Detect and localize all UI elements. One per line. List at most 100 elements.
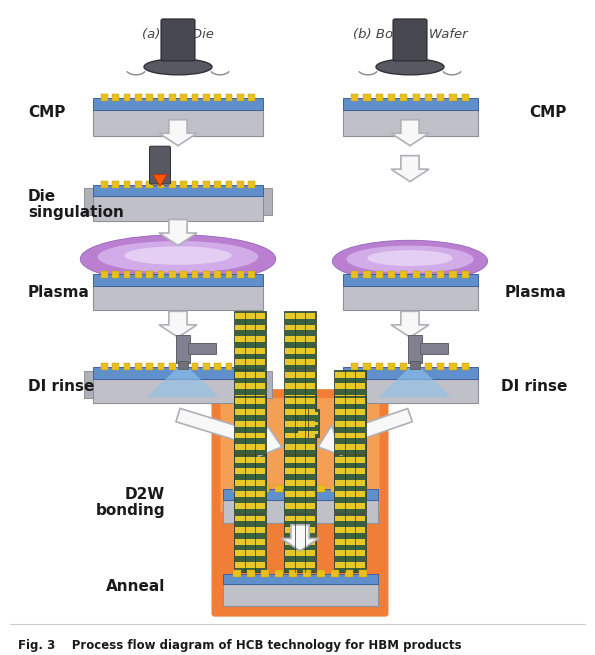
FancyBboxPatch shape	[233, 571, 240, 576]
FancyBboxPatch shape	[223, 489, 377, 500]
FancyBboxPatch shape	[235, 550, 265, 556]
Polygon shape	[391, 120, 429, 145]
FancyBboxPatch shape	[400, 94, 408, 101]
FancyBboxPatch shape	[235, 442, 265, 448]
FancyBboxPatch shape	[249, 181, 255, 188]
FancyBboxPatch shape	[449, 271, 456, 278]
FancyBboxPatch shape	[284, 396, 316, 454]
FancyBboxPatch shape	[226, 181, 232, 188]
FancyBboxPatch shape	[261, 485, 269, 492]
FancyBboxPatch shape	[285, 348, 315, 354]
FancyBboxPatch shape	[235, 421, 265, 427]
FancyBboxPatch shape	[285, 468, 315, 474]
FancyBboxPatch shape	[192, 364, 198, 370]
Polygon shape	[153, 175, 167, 187]
FancyBboxPatch shape	[285, 477, 315, 483]
FancyBboxPatch shape	[335, 398, 365, 403]
FancyBboxPatch shape	[234, 311, 266, 369]
FancyBboxPatch shape	[400, 271, 408, 278]
FancyBboxPatch shape	[169, 181, 176, 188]
FancyBboxPatch shape	[335, 503, 365, 509]
FancyBboxPatch shape	[233, 485, 240, 492]
FancyBboxPatch shape	[169, 364, 176, 370]
FancyBboxPatch shape	[192, 181, 198, 188]
FancyBboxPatch shape	[298, 431, 318, 434]
FancyBboxPatch shape	[335, 562, 365, 568]
FancyBboxPatch shape	[180, 181, 187, 188]
FancyBboxPatch shape	[235, 348, 265, 354]
FancyBboxPatch shape	[235, 562, 265, 568]
FancyBboxPatch shape	[84, 371, 93, 398]
Text: Plasma: Plasma	[28, 285, 90, 300]
FancyBboxPatch shape	[112, 181, 119, 188]
FancyBboxPatch shape	[223, 584, 377, 606]
FancyBboxPatch shape	[303, 485, 311, 492]
FancyBboxPatch shape	[235, 503, 265, 509]
Ellipse shape	[333, 240, 488, 282]
FancyBboxPatch shape	[235, 515, 265, 521]
FancyBboxPatch shape	[235, 480, 265, 485]
FancyBboxPatch shape	[335, 407, 365, 413]
FancyBboxPatch shape	[203, 181, 209, 188]
FancyBboxPatch shape	[364, 271, 371, 278]
Polygon shape	[176, 409, 282, 457]
FancyBboxPatch shape	[180, 271, 187, 278]
FancyBboxPatch shape	[176, 335, 190, 363]
FancyBboxPatch shape	[235, 418, 265, 424]
FancyBboxPatch shape	[437, 271, 444, 278]
FancyBboxPatch shape	[146, 181, 153, 188]
FancyBboxPatch shape	[235, 432, 265, 438]
FancyBboxPatch shape	[235, 360, 265, 365]
FancyBboxPatch shape	[317, 485, 325, 492]
FancyBboxPatch shape	[335, 409, 365, 415]
FancyBboxPatch shape	[317, 571, 325, 576]
FancyBboxPatch shape	[235, 372, 265, 378]
FancyBboxPatch shape	[343, 286, 478, 310]
FancyBboxPatch shape	[275, 571, 283, 576]
FancyBboxPatch shape	[249, 364, 255, 370]
FancyBboxPatch shape	[285, 515, 315, 521]
FancyBboxPatch shape	[335, 372, 365, 378]
FancyBboxPatch shape	[101, 94, 108, 101]
FancyBboxPatch shape	[93, 110, 263, 136]
FancyBboxPatch shape	[334, 514, 366, 572]
FancyBboxPatch shape	[112, 271, 119, 278]
FancyBboxPatch shape	[289, 571, 297, 576]
FancyBboxPatch shape	[335, 395, 365, 401]
FancyBboxPatch shape	[285, 336, 315, 342]
Polygon shape	[318, 409, 412, 455]
FancyBboxPatch shape	[235, 325, 265, 330]
FancyBboxPatch shape	[235, 409, 265, 415]
FancyBboxPatch shape	[237, 364, 243, 370]
FancyBboxPatch shape	[285, 442, 315, 448]
FancyBboxPatch shape	[180, 364, 187, 370]
FancyBboxPatch shape	[285, 454, 315, 460]
FancyBboxPatch shape	[412, 364, 419, 370]
FancyBboxPatch shape	[226, 271, 232, 278]
Text: DI rinse: DI rinse	[28, 379, 95, 394]
FancyBboxPatch shape	[359, 571, 368, 576]
FancyBboxPatch shape	[84, 188, 93, 215]
FancyBboxPatch shape	[284, 455, 316, 513]
FancyBboxPatch shape	[169, 94, 176, 101]
FancyBboxPatch shape	[388, 94, 395, 101]
FancyBboxPatch shape	[343, 110, 478, 136]
Ellipse shape	[144, 59, 212, 75]
FancyBboxPatch shape	[221, 398, 380, 513]
Ellipse shape	[376, 59, 444, 75]
FancyBboxPatch shape	[246, 571, 255, 576]
FancyBboxPatch shape	[235, 491, 265, 497]
FancyBboxPatch shape	[101, 364, 108, 370]
FancyBboxPatch shape	[223, 500, 377, 523]
FancyBboxPatch shape	[285, 550, 315, 556]
FancyBboxPatch shape	[214, 271, 221, 278]
Text: D2W
bonding: D2W bonding	[95, 487, 165, 518]
FancyBboxPatch shape	[135, 181, 142, 188]
FancyBboxPatch shape	[303, 571, 311, 576]
FancyBboxPatch shape	[376, 364, 383, 370]
Text: Die
singulation: Die singulation	[28, 189, 124, 220]
FancyBboxPatch shape	[285, 503, 315, 509]
FancyBboxPatch shape	[235, 457, 265, 462]
FancyBboxPatch shape	[124, 94, 130, 101]
FancyBboxPatch shape	[345, 571, 353, 576]
